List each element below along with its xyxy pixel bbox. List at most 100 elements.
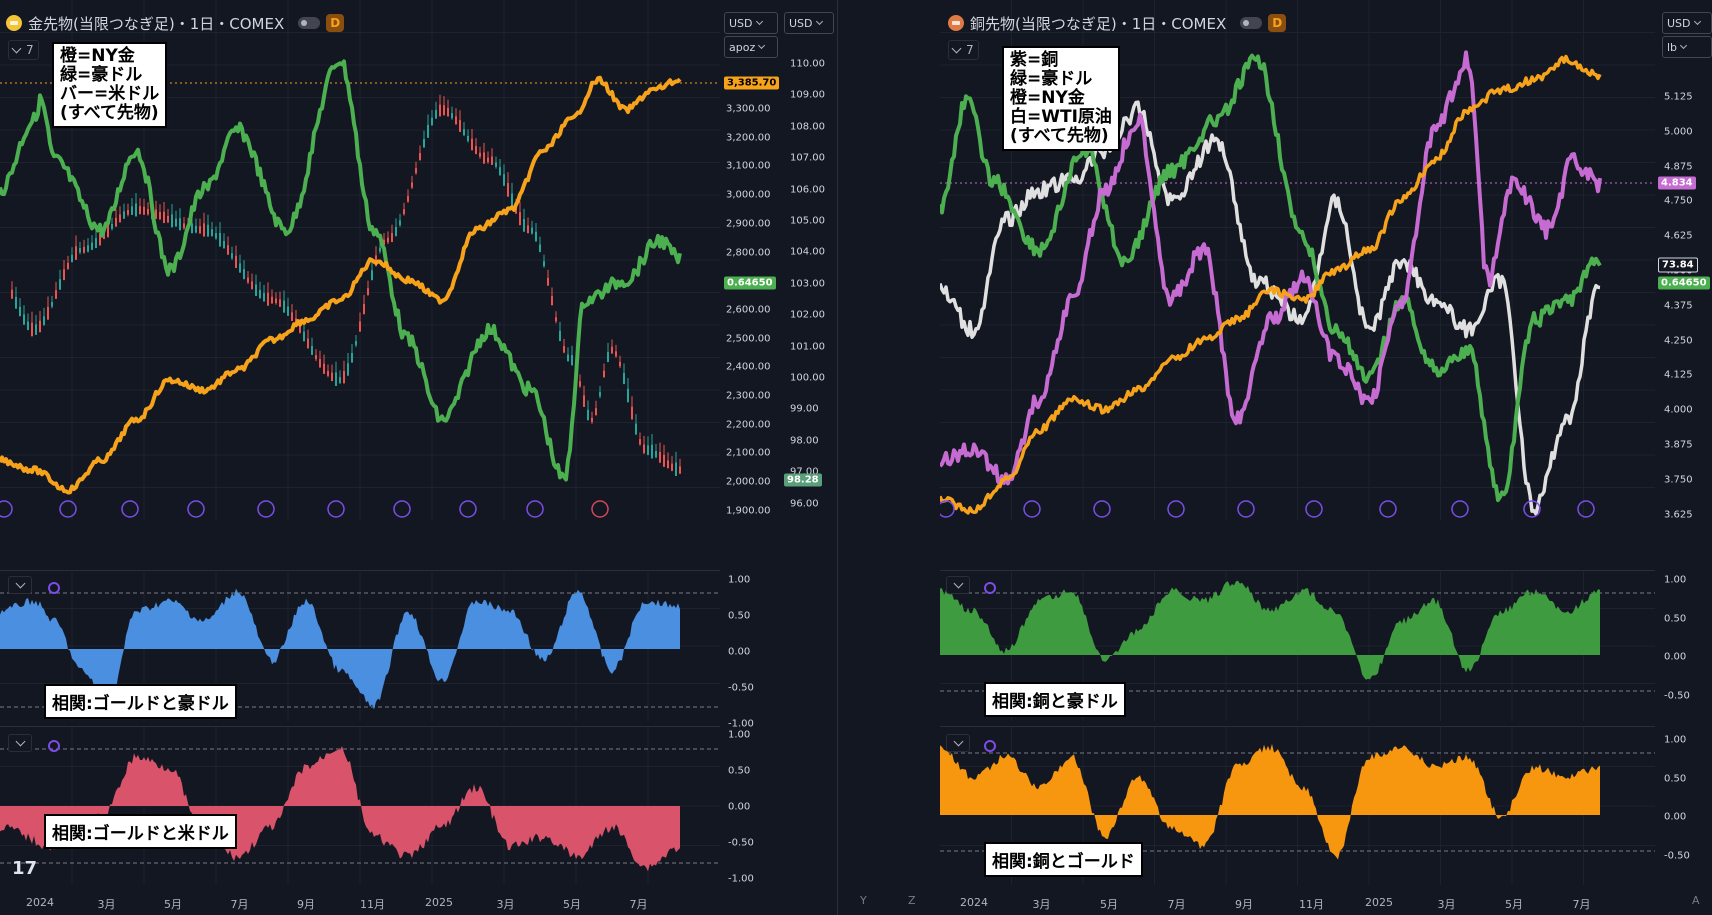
candle-body xyxy=(671,463,673,471)
time-axis-label: 11月 xyxy=(360,898,385,911)
corr-gold-usd-pane[interactable] xyxy=(0,726,720,885)
candle-body xyxy=(327,370,329,376)
chevron-down-icon xyxy=(815,17,823,26)
candle-body xyxy=(199,226,201,234)
scale-y-button[interactable]: Y xyxy=(860,894,867,907)
right-unit-button[interactable]: lb xyxy=(1662,36,1712,58)
corr2-collapse-button[interactable] xyxy=(946,734,970,752)
candle-body xyxy=(443,105,445,116)
left-legend-note: 橙=NY金 緑=豪ドル バー=米ドル (すべて先物) xyxy=(52,42,168,128)
candle-body xyxy=(243,269,245,280)
gold-main-pane[interactable] xyxy=(0,0,720,520)
event-icon xyxy=(1167,500,1185,518)
dollar-axis-tick: 96.00 xyxy=(790,498,819,510)
candle-body xyxy=(487,157,489,162)
gold-axis-tick: 2,100.00 xyxy=(726,447,771,459)
candle-body xyxy=(71,254,73,263)
copper-axis-tick: 4.375 xyxy=(1664,300,1693,312)
corr1-collapse-button[interactable] xyxy=(8,576,32,594)
candle-body xyxy=(659,452,661,463)
candle-body xyxy=(307,338,309,349)
corr-axis-tick: 0.50 xyxy=(1664,773,1687,784)
time-axis-label: 7月 xyxy=(1167,898,1186,911)
chevron-down-icon xyxy=(758,41,766,50)
corr-axis-tick: 0.00 xyxy=(728,646,751,658)
candle-body xyxy=(507,183,509,197)
candle-body xyxy=(259,289,261,299)
candle-body xyxy=(139,206,141,215)
right-indicator-collapse-button[interactable]: 7 xyxy=(948,40,979,60)
event-icon xyxy=(59,500,77,518)
gold-axis-tick: 2,500.00 xyxy=(726,333,771,345)
dollar-axis-tick: 97.00 xyxy=(790,466,819,478)
candle-body xyxy=(339,377,341,383)
event-icon xyxy=(940,500,955,518)
candle-body xyxy=(39,320,41,333)
corr-gold-aud-pane[interactable] xyxy=(0,570,720,721)
copper-axis-tick: 3.750 xyxy=(1664,474,1693,486)
candle-body xyxy=(31,322,33,337)
candle-body xyxy=(463,129,465,136)
delay-badge: D xyxy=(1268,14,1287,32)
corr-axis-tick: -0.50 xyxy=(1664,850,1690,861)
candle-body xyxy=(299,326,301,333)
time-axis-label: 9月 xyxy=(1235,898,1253,911)
right-currency-button[interactable]: USD xyxy=(1662,12,1712,34)
candle-body xyxy=(511,193,513,207)
candle-body xyxy=(343,370,345,384)
chevron-down-icon xyxy=(15,578,25,589)
event-icon xyxy=(459,500,477,518)
gold-axis-tick: 2,900.00 xyxy=(726,218,771,230)
left-chart-title[interactable]: 金先物(当限つなぎ足)・1日・COMEX xyxy=(28,14,285,33)
visibility-toggle-icon[interactable] xyxy=(298,17,321,29)
corr2-collapse-button[interactable] xyxy=(8,734,32,752)
gold-futures-line xyxy=(0,75,682,495)
scale-z-button[interactable]: Z xyxy=(908,894,916,907)
candle-body xyxy=(27,321,29,331)
event-icon xyxy=(591,500,609,518)
dollar-axis-tick: 103.00 xyxy=(790,278,825,290)
candle-body xyxy=(523,219,525,232)
corr1-collapse-button[interactable] xyxy=(946,576,970,594)
dollar-axis-tick: 99.00 xyxy=(790,403,819,415)
corr-gold-aud-area xyxy=(0,588,680,710)
copper-axis-tick: 4.125 xyxy=(1664,369,1693,381)
visibility-toggle-icon[interactable] xyxy=(1240,17,1263,29)
copper-main-pane[interactable] xyxy=(940,0,1655,566)
corr-copper-gold-label: 相関:銅とゴールド xyxy=(984,842,1143,877)
time-axis-label: 2024 xyxy=(960,896,988,909)
right-chart-title[interactable]: 銅先物(当限つなぎ足)・1日・COMEX xyxy=(970,14,1227,33)
indicator-settings-icon[interactable] xyxy=(984,582,996,594)
gold-axis-tick: 2,200.00 xyxy=(726,419,771,431)
candle-body xyxy=(207,224,209,237)
candle-body xyxy=(599,392,601,397)
copper-main-chart xyxy=(940,0,1655,520)
indicator-settings-icon[interactable] xyxy=(48,740,60,752)
corr-copper-gold-pane[interactable] xyxy=(940,726,1655,885)
candle-body xyxy=(403,209,405,215)
corr-copper-aud-label: 相関:銅と豪ドル xyxy=(984,682,1126,717)
candle-body xyxy=(43,316,45,326)
event-icon xyxy=(1451,500,1469,518)
left-unit-button[interactable]: apoz xyxy=(724,36,778,58)
candle-body xyxy=(211,229,213,237)
candle-body xyxy=(155,209,157,219)
time-axis-label: 3月 xyxy=(496,898,515,911)
time-axis-label: 2024 xyxy=(26,896,54,909)
candle-body xyxy=(531,227,533,234)
left-currency-button-2[interactable]: USD xyxy=(784,12,834,34)
left-indicator-collapse-button[interactable]: 7 xyxy=(8,40,39,60)
candle-body xyxy=(95,238,97,249)
indicator-settings-icon[interactable] xyxy=(48,582,60,594)
indicator-settings-icon[interactable] xyxy=(984,740,996,752)
candle-body xyxy=(179,218,181,231)
time-axis-label: 3月 xyxy=(1032,898,1051,911)
candle-body xyxy=(571,355,573,366)
scale-auto-button[interactable]: A xyxy=(1692,894,1700,907)
left-currency-button[interactable]: USD xyxy=(724,12,778,34)
tradingview-logo[interactable]: 17 xyxy=(12,858,38,879)
candle-body xyxy=(263,293,265,302)
gold-axis-tick: 2,800.00 xyxy=(726,247,771,258)
event-icon xyxy=(393,500,411,518)
candle-body xyxy=(279,299,281,307)
